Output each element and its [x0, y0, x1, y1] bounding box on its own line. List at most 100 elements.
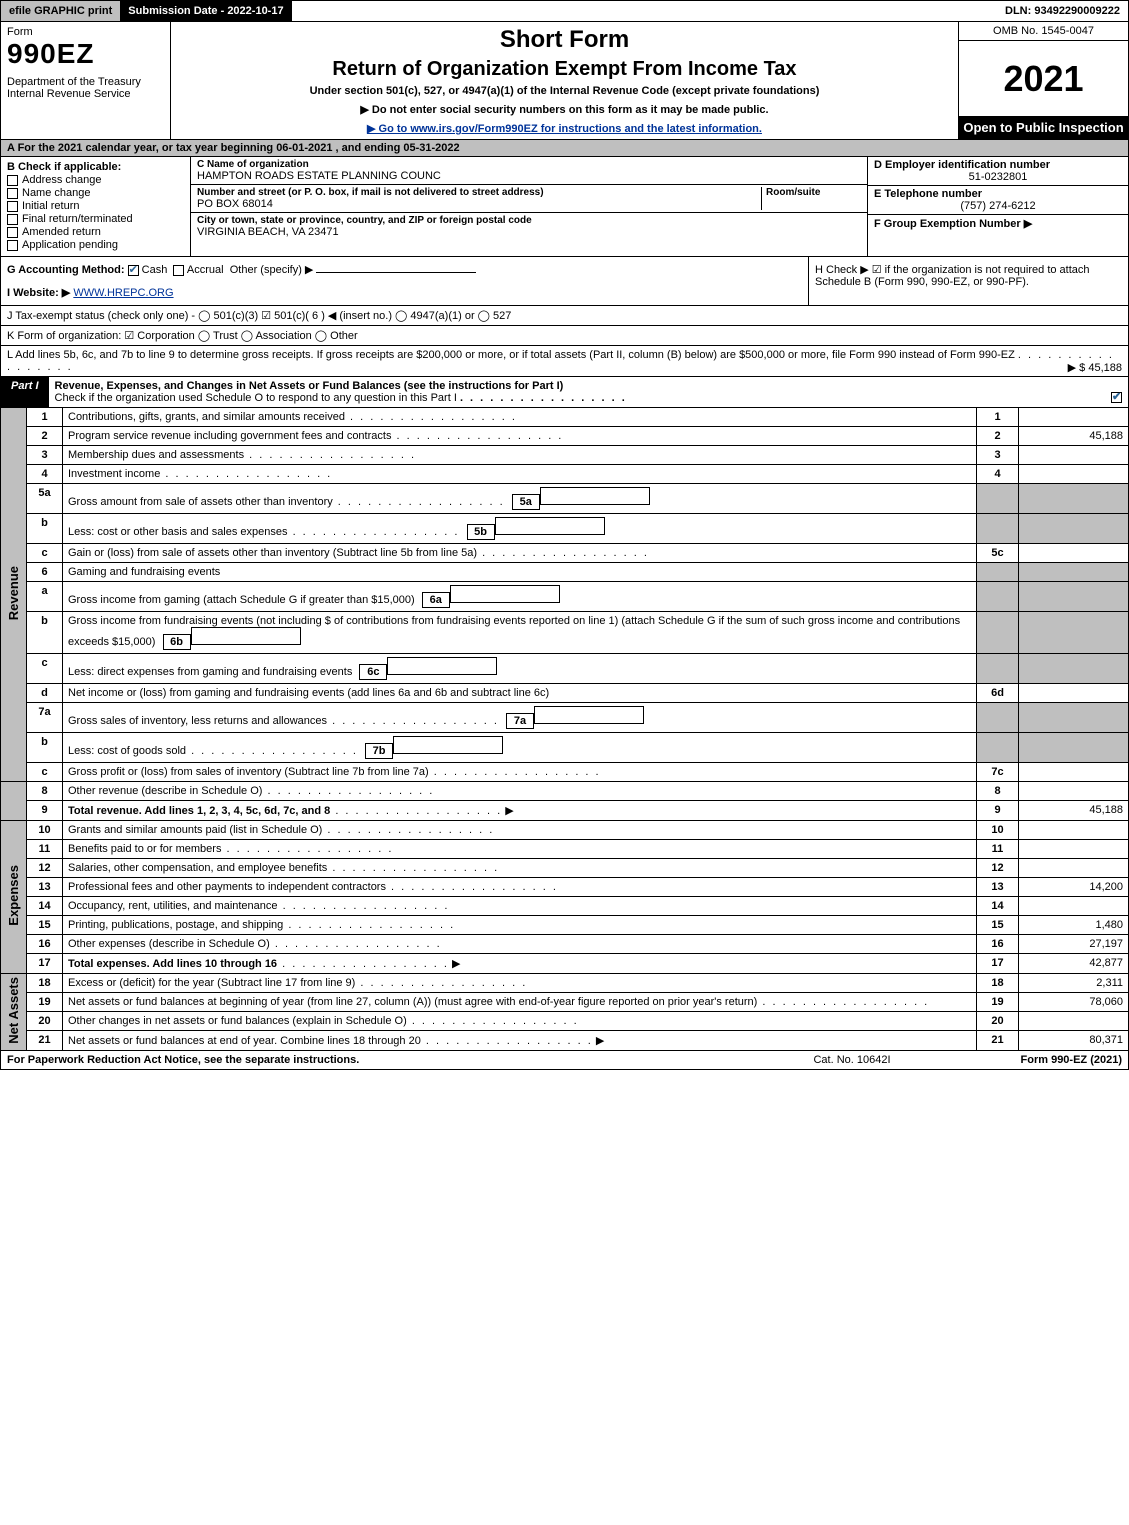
line-num: 21	[27, 1031, 63, 1051]
line-num: 7a	[27, 703, 63, 733]
line-desc: Less: direct expenses from gaming and fu…	[68, 666, 352, 678]
line-desc: Occupancy, rent, utilities, and maintena…	[68, 900, 278, 912]
sub-amt[interactable]	[495, 517, 605, 535]
checkbox-accrual[interactable]	[173, 265, 184, 276]
line-box: 18	[977, 974, 1019, 993]
checkbox-name-change[interactable]	[7, 188, 18, 199]
form-header: Form 990EZ Department of the Treasury In…	[0, 22, 1129, 140]
line-amt-grey	[1019, 582, 1129, 612]
line-box: 3	[977, 446, 1019, 465]
revenue-side-cont	[1, 782, 27, 821]
line-num: c	[27, 654, 63, 684]
line-amt	[1019, 821, 1129, 840]
chk-label: Final return/terminated	[22, 213, 133, 225]
line-num: 10	[27, 821, 63, 840]
line-amt: 45,188	[1019, 801, 1129, 821]
line-amt: 27,197	[1019, 935, 1129, 954]
line-box: 9	[977, 801, 1019, 821]
sub-amt[interactable]	[393, 736, 503, 754]
line-desc: Other expenses (describe in Schedule O)	[68, 938, 270, 950]
line-box: 10	[977, 821, 1019, 840]
line-num: 5a	[27, 484, 63, 514]
line-box: 20	[977, 1012, 1019, 1031]
submission-date: Submission Date - 2022-10-17	[120, 1, 291, 21]
line-box-grey	[977, 582, 1019, 612]
line-desc: Total revenue. Add lines 1, 2, 3, 4, 5c,…	[68, 805, 330, 817]
line-box-grey	[977, 612, 1019, 654]
line-desc: Program service revenue including govern…	[68, 430, 391, 442]
section-h: H Check ▶ ☑ if the organization is not r…	[808, 257, 1128, 305]
dln: DLN: 93492290009222	[997, 1, 1128, 21]
checkbox-address-change[interactable]	[7, 175, 18, 186]
sub-amt[interactable]	[387, 657, 497, 675]
ein: 51-0232801	[874, 171, 1122, 183]
line-box: 17	[977, 954, 1019, 974]
sub-amt[interactable]	[534, 706, 644, 724]
l-text: L Add lines 5b, 6c, and 7b to line 9 to …	[7, 349, 1015, 361]
line-box-grey	[977, 563, 1019, 582]
line-desc: Investment income	[68, 468, 160, 480]
efile-label[interactable]: efile GRAPHIC print	[1, 1, 120, 21]
l-amount: ▶ $ 45,188	[1068, 361, 1122, 374]
f-label: F Group Exemption Number ▶	[874, 217, 1122, 230]
chk-label: Initial return	[22, 200, 79, 212]
checkbox-cash[interactable]	[128, 265, 139, 276]
checkbox-schedule-o[interactable]	[1111, 392, 1122, 403]
line-box: 2	[977, 427, 1019, 446]
line-box-grey	[977, 703, 1019, 733]
org-name: HAMPTON ROADS ESTATE PLANNING COUNC	[197, 170, 861, 182]
other-specify-input[interactable]	[316, 272, 476, 273]
sub-amt[interactable]	[540, 487, 650, 505]
line-desc: Contributions, gifts, grants, and simila…	[63, 408, 977, 427]
footer-center: Cat. No. 10642I	[762, 1054, 942, 1066]
line-desc: Excess or (deficit) for the year (Subtra…	[68, 977, 355, 989]
line-num: d	[27, 684, 63, 703]
line-num: 3	[27, 446, 63, 465]
sub-amt[interactable]	[450, 585, 560, 603]
irs-link[interactable]: ▶ Go to www.irs.gov/Form990EZ for instru…	[367, 123, 762, 135]
line-box-grey	[977, 654, 1019, 684]
c-city-label: City or town, state or province, country…	[197, 215, 861, 226]
revenue-side-label: Revenue	[1, 408, 27, 782]
chk-label: Name change	[22, 187, 91, 199]
line-box-grey	[977, 733, 1019, 763]
chk-label: Application pending	[22, 239, 118, 251]
line-desc: Other revenue (describe in Schedule O)	[68, 785, 262, 797]
row-a-tax-year: A For the 2021 calendar year, or tax yea…	[0, 140, 1129, 157]
omb-number: OMB No. 1545-0047	[959, 22, 1128, 41]
line-box: 5c	[977, 544, 1019, 563]
checkbox-final-return[interactable]	[7, 214, 18, 225]
section-def: D Employer identification number 51-0232…	[868, 157, 1128, 256]
line-box: 21	[977, 1031, 1019, 1051]
line-num: 9	[27, 801, 63, 821]
line-num: 15	[27, 916, 63, 935]
c-name-label: C Name of organization	[197, 159, 861, 170]
c-street-label: Number and street (or P. O. box, if mail…	[197, 187, 761, 198]
checkbox-initial-return[interactable]	[7, 201, 18, 212]
line-amt	[1019, 544, 1129, 563]
line-desc: Gaming and fundraising events	[63, 563, 977, 582]
part-1-title-text: Revenue, Expenses, and Changes in Net As…	[55, 380, 564, 392]
line-amt-grey	[1019, 654, 1129, 684]
sub-box: 7b	[365, 743, 393, 759]
line-desc: Net income or (loss) from gaming and fun…	[68, 687, 549, 699]
sub-amt[interactable]	[191, 627, 301, 645]
line-box: 16	[977, 935, 1019, 954]
section-g: G Accounting Method: Cash Accrual Other …	[1, 257, 808, 305]
checkbox-application-pending[interactable]	[7, 240, 18, 251]
cash-label: Cash	[142, 264, 168, 276]
line-num: 11	[27, 840, 63, 859]
line-desc: Gain or (loss) from sale of assets other…	[68, 547, 477, 559]
line-desc: Net assets or fund balances at end of ye…	[68, 1035, 421, 1047]
line-amt	[1019, 897, 1129, 916]
part-1-title: Revenue, Expenses, and Changes in Net As…	[49, 377, 1128, 407]
form-word: Form	[7, 26, 164, 38]
line-num: 12	[27, 859, 63, 878]
line-desc: Less: cost of goods sold	[68, 745, 186, 757]
website-link[interactable]: WWW.HREPC.ORG	[73, 287, 173, 299]
top-bar: efile GRAPHIC print Submission Date - 20…	[0, 0, 1129, 22]
checkbox-amended[interactable]	[7, 227, 18, 238]
subtitle: Under section 501(c), 527, or 4947(a)(1)…	[177, 85, 952, 97]
line-desc: Gross amount from sale of assets other t…	[63, 484, 977, 514]
line-desc: Professional fees and other payments to …	[68, 881, 386, 893]
